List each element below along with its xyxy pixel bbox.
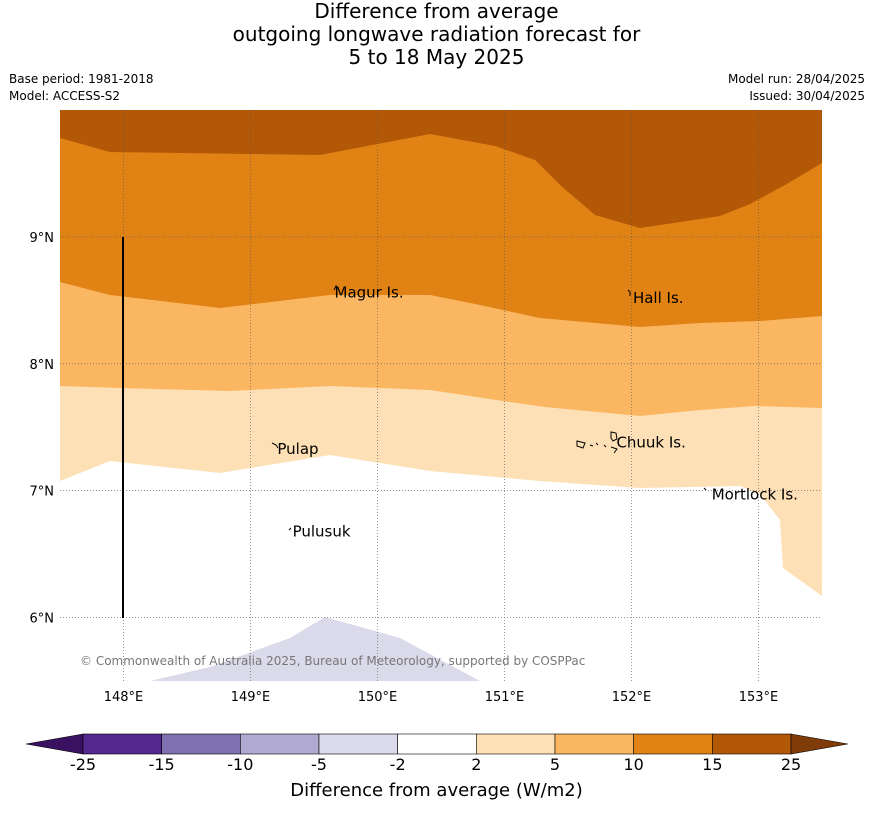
colorbar-bin [240, 733, 320, 755]
island-chuuk-lagoon [576, 431, 618, 454]
island-pulap [271, 442, 279, 449]
colorbar-tick-label: 10 [623, 755, 644, 774]
colorbar-tick-label: 15 [702, 755, 723, 774]
island-pulusuk [288, 527, 292, 531]
colorbar-tick-label: 25 [780, 755, 802, 774]
contour-near-zero [60, 455, 822, 681]
model-name: Model: ACCESS-S2 [9, 89, 121, 103]
colorbar [25, 733, 849, 755]
lon-tick-label: 149°E [231, 690, 271, 705]
colorbar-tick-label: -10 [227, 755, 254, 774]
colorbar-tick-label: 2 [471, 755, 482, 774]
map-frame: 148°E 149°E 150°E 151°E 152°E 153°E 9°N 8°N 7°N 6… [30, 110, 822, 705]
lon-tick-label: 150°E [358, 690, 398, 705]
lon-tick-label: 152°E [612, 690, 652, 705]
colorbar-bin [318, 733, 398, 755]
title-line-2: outgoing longwave radiation forecast for [232, 22, 641, 46]
colorbar-bin [554, 733, 634, 755]
model-run: Model run: 28/04/2025 [727, 72, 865, 86]
place-label: Mortlock Is. [712, 485, 798, 503]
anomaly-contours [60, 110, 822, 681]
metadata-right: Model run: 28/04/2025 Issued: 30/04/2025 [728, 71, 865, 105]
colorbar-title: Difference from average (W/m2) [290, 780, 583, 801]
title-line-3: 5 to 18 May 2025 [348, 45, 525, 69]
place-label: Pulap [277, 440, 318, 458]
metadata-left: Base period: 1981-2018 Model: ACCESS-S2 [9, 71, 154, 105]
place-label: Hall Is. [633, 289, 684, 307]
island-outlines [271, 284, 707, 531]
place-label: Chuuk Is. [616, 433, 685, 451]
lon-tick-label: 153°E [739, 690, 779, 705]
colorbar-extend-high [790, 733, 849, 755]
place-label: Pulusuk [293, 522, 351, 540]
place-label: Magur Is. [335, 284, 404, 302]
colorbar-bin [161, 733, 241, 755]
lat-tick-label: 8°N [30, 358, 55, 373]
base-period: Base period: 1981-2018 [9, 72, 154, 86]
lon-tick-label: 151°E [485, 690, 525, 705]
colorbar-tick-label: 5 [549, 755, 561, 774]
copyright-notice: © Commonwealth of Australia 2025, Bureau… [80, 654, 585, 668]
lat-tick-label: 9°N [30, 231, 55, 246]
island-hall [627, 289, 631, 296]
lon-tick-label: 148°E [104, 690, 144, 705]
colorbar-tick-label: -2 [389, 755, 406, 774]
colorbar-tick-label: -5 [311, 755, 327, 774]
contour-minus5-minus2 [150, 617, 480, 681]
island-mortlock [703, 487, 707, 491]
map-title: Difference from average outgoing longwav… [0, 0, 873, 69]
colorbar-bin [476, 733, 556, 755]
colorbar-bin [82, 733, 162, 755]
title-line-1: Difference from average [314, 0, 559, 23]
island-magur [333, 284, 338, 291]
lat-tick-label: 6°N [30, 612, 55, 627]
colorbar-bin [397, 733, 477, 755]
colorbar-bin [712, 733, 792, 755]
colorbar-tick-label: -15 [148, 755, 175, 774]
graticule: 148°E 149°E 150°E 151°E 152°E 153°E 9°N 8°N 7°N 6… [30, 110, 822, 705]
lat-tick-label: 7°N [30, 485, 55, 500]
colorbar-bin [633, 733, 713, 755]
colorbar-tick-label: -25 [69, 755, 97, 774]
colorbar-extend-low [25, 733, 84, 755]
place-labels: Magur Is. Hall Is. Pulap Chuuk Is. Mortlock … [277, 284, 798, 541]
issued-date: Issued: 30/04/2025 [749, 89, 865, 103]
